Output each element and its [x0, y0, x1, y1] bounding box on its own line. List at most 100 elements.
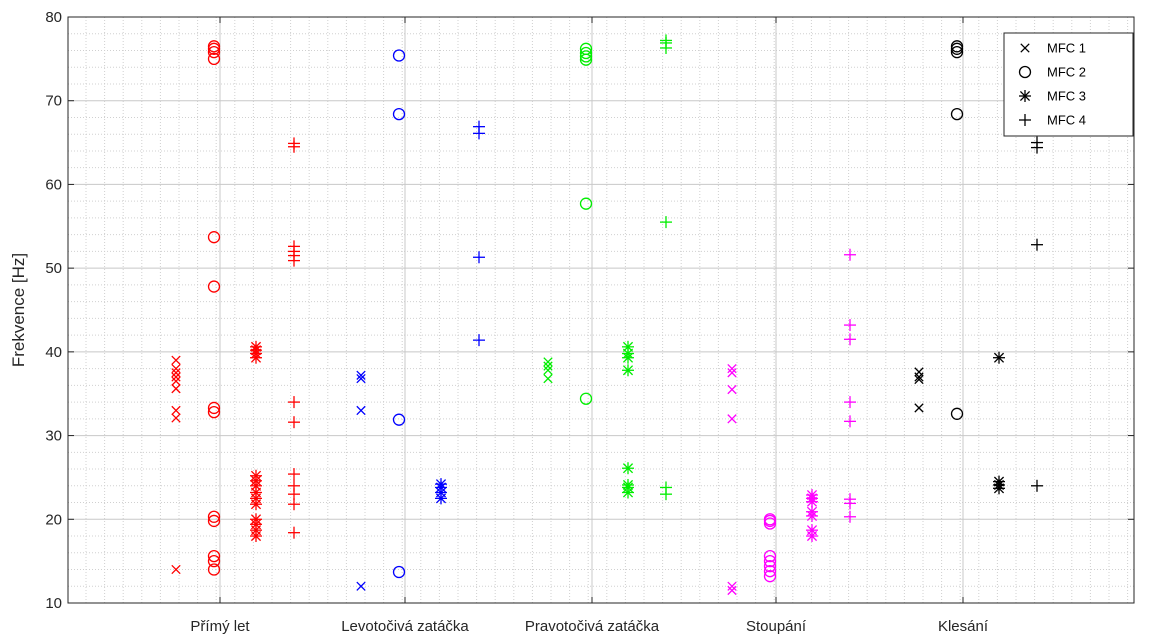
- y-tick-label: 80: [45, 9, 62, 26]
- grid-lines: [68, 16, 1134, 604]
- legend-entry-label: MFC 2: [1047, 65, 1086, 80]
- marker-stroke: [993, 476, 1005, 487]
- x-tick-label: Klesání: [938, 618, 989, 635]
- data-point: [950, 107, 964, 121]
- marker-stroke: [207, 514, 221, 528]
- marker-stroke: [950, 107, 964, 121]
- marker-stroke: [763, 549, 777, 563]
- data-point: [288, 396, 300, 409]
- marker-stroke: [207, 46, 221, 59]
- data-point: [579, 50, 593, 63]
- marker-stroke: [914, 374, 924, 385]
- y-tick-label: 10: [45, 595, 62, 612]
- marker-stroke: [622, 341, 634, 352]
- y-tick-label: 60: [45, 176, 62, 193]
- y-axis-ticks: 10 20 30 40 50 60 70 80: [45, 9, 1134, 612]
- data-point: [392, 565, 406, 579]
- data-point: [207, 46, 221, 59]
- marker-stroke: [207, 563, 221, 576]
- marker-stroke: [806, 506, 818, 517]
- data-point: [763, 560, 777, 573]
- marker-stroke: [763, 554, 777, 568]
- data-point: [914, 403, 924, 413]
- data-point: [288, 416, 300, 429]
- legend-entry-label: MFC 3: [1047, 89, 1086, 104]
- plot-area: [68, 17, 1134, 603]
- data-point: [579, 46, 593, 60]
- marker-stroke: [435, 479, 447, 490]
- marker-stroke: [622, 479, 634, 491]
- data-point: [250, 340, 262, 353]
- data-point: [844, 396, 856, 409]
- data-point: [844, 333, 856, 346]
- marker-stroke: [622, 463, 634, 474]
- marker-stroke: [250, 470, 262, 481]
- data-point: [288, 498, 300, 511]
- data-point: [993, 351, 1005, 364]
- data-point: [207, 510, 221, 523]
- marker-stroke: [207, 510, 221, 523]
- legend: MFC 1 MFC 2 MFC 3 MFC 4: [1003, 32, 1134, 137]
- data-point: [171, 376, 181, 386]
- data-point: [435, 478, 447, 491]
- data-point: [473, 120, 485, 133]
- legend-marker: [1019, 90, 1031, 102]
- marker-stroke: [763, 560, 777, 573]
- x-tick-label: Levotočivá zatáčka: [341, 618, 469, 635]
- marker-stroke: [579, 42, 593, 55]
- data-point: [250, 469, 262, 482]
- marker-stroke: [171, 372, 181, 382]
- data-point: [914, 374, 924, 385]
- data-point: [288, 526, 300, 539]
- data-point: [288, 479, 300, 492]
- marker-stroke: [914, 403, 924, 413]
- marker-stroke: [250, 514, 262, 525]
- marker-stroke: [171, 413, 181, 423]
- marker-stroke: [207, 549, 221, 563]
- data-point: [660, 481, 672, 494]
- data-point: [844, 248, 856, 261]
- data-point: [727, 384, 737, 395]
- data-point: [171, 355, 181, 365]
- data-point: [763, 513, 777, 526]
- data-point: [171, 564, 181, 575]
- x-tick-label: Stoupání: [746, 618, 807, 635]
- data-point: [392, 413, 406, 426]
- marker-stroke: [806, 489, 818, 501]
- marker-stroke: [763, 570, 777, 583]
- marker-stroke: [579, 197, 593, 210]
- data-point: [579, 42, 593, 55]
- marker-stroke: [250, 341, 262, 352]
- marker-stroke: [579, 46, 593, 60]
- data-point: [207, 554, 221, 568]
- marker-stroke: [579, 392, 593, 405]
- marker-stroke: [207, 405, 221, 419]
- marker-stroke: [207, 280, 221, 293]
- marker-stroke: [543, 361, 553, 371]
- data-point: [622, 364, 634, 377]
- marker-stroke: [950, 46, 964, 59]
- marker-stroke: [207, 401, 221, 415]
- data-point: [543, 357, 553, 367]
- data-point: [207, 405, 221, 419]
- data-point: [392, 107, 406, 121]
- data-point: [473, 251, 485, 264]
- marker-stroke: [806, 525, 818, 536]
- data-point: [844, 510, 856, 523]
- data-point: [579, 197, 593, 210]
- data-point: [171, 372, 181, 382]
- marker-stroke: [392, 49, 406, 62]
- data-point: [914, 367, 924, 377]
- marker-stroke: [1019, 90, 1031, 102]
- data-point: [207, 563, 221, 576]
- data-point: [171, 368, 181, 378]
- y-tick-label: 30: [45, 428, 62, 445]
- marker-stroke: [171, 376, 181, 386]
- data-point: [806, 489, 818, 502]
- marker-stroke: [727, 363, 737, 374]
- data-point: [171, 363, 181, 374]
- data-point: [250, 513, 262, 526]
- data-point: [579, 392, 593, 405]
- x-tick-label: Pravotočivá zatáčka: [525, 618, 660, 635]
- data-point: [356, 370, 366, 380]
